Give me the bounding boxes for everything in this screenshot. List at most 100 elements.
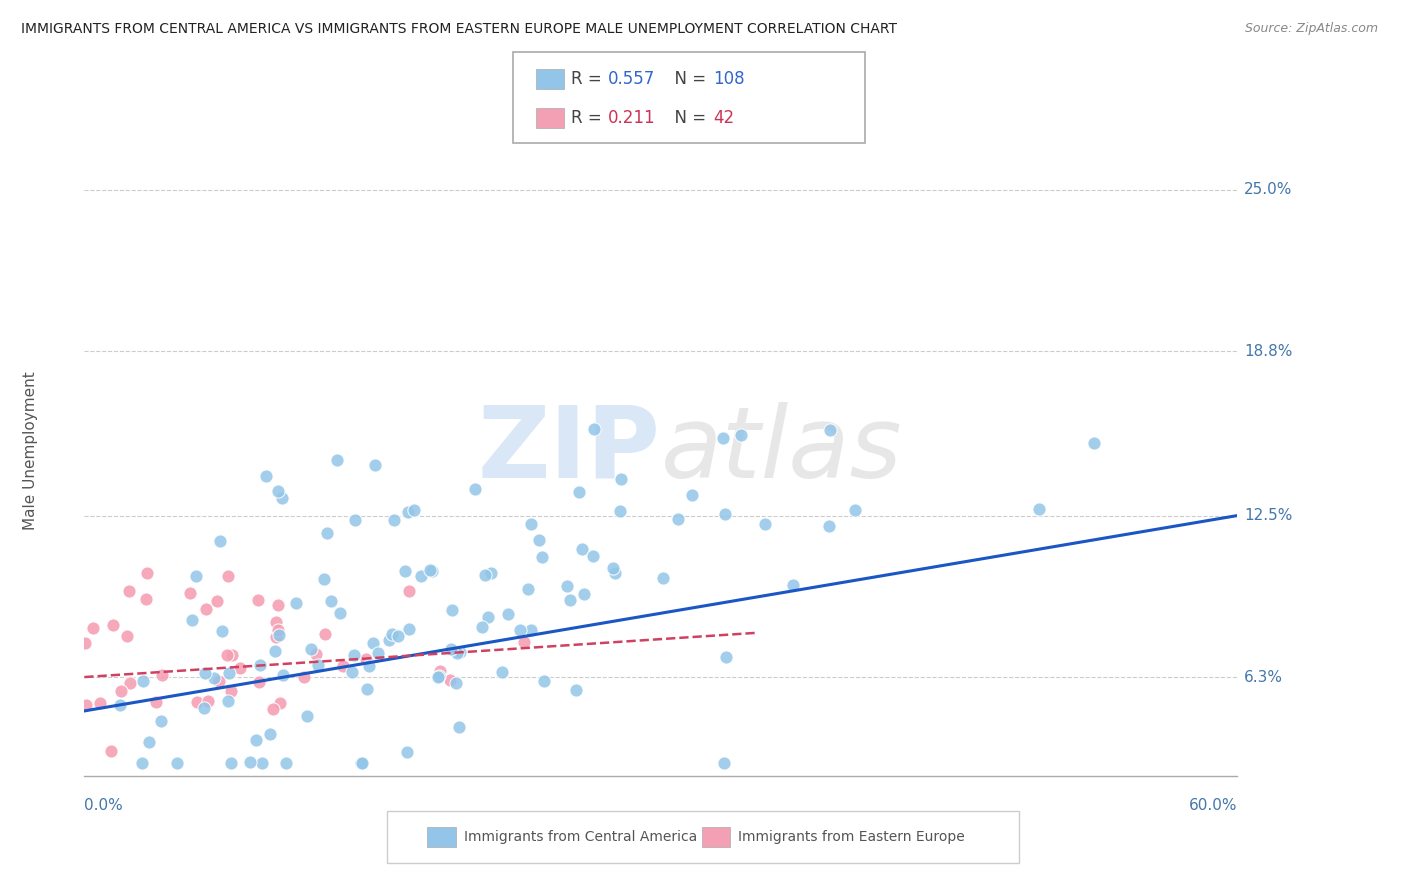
Point: [714, 507, 737, 521]
Point: [100, 744, 122, 758]
Point: [439, 673, 461, 687]
Point: [398, 584, 420, 599]
Text: Male Unemployment: Male Unemployment: [24, 371, 38, 530]
Point: [101, 618, 124, 632]
Point: [117, 584, 139, 599]
Point: [312, 573, 335, 587]
Point: [533, 673, 555, 688]
Text: 0.211: 0.211: [607, 109, 655, 127]
Point: [285, 596, 308, 610]
Point: [509, 624, 531, 638]
Point: [378, 632, 401, 647]
Point: [681, 487, 703, 501]
Point: [440, 642, 463, 657]
Text: Immigrants from Central America: Immigrants from Central America: [464, 830, 697, 844]
Point: [420, 564, 443, 578]
Point: [271, 668, 294, 682]
Point: [394, 564, 416, 578]
Point: [582, 421, 605, 435]
Point: [446, 676, 468, 690]
Point: [194, 666, 217, 681]
Point: [110, 684, 132, 698]
Point: [239, 756, 262, 770]
Point: [75, 698, 97, 713]
Point: [357, 658, 380, 673]
Point: [419, 563, 441, 577]
Point: [350, 756, 373, 770]
Point: [132, 673, 155, 688]
Point: [516, 582, 538, 597]
Point: [150, 714, 173, 728]
Point: [711, 431, 734, 445]
Text: ZIP: ZIP: [478, 402, 661, 499]
Text: N =: N =: [664, 70, 711, 88]
Point: [136, 566, 159, 581]
Point: [267, 483, 290, 498]
Point: [215, 648, 238, 662]
Point: [314, 627, 336, 641]
Point: [211, 624, 233, 638]
Text: R =: R =: [571, 70, 607, 88]
Point: [89, 697, 111, 711]
Point: [572, 587, 595, 601]
Point: [135, 592, 157, 607]
Point: [381, 627, 404, 641]
Point: [329, 606, 352, 620]
Text: 6.3%: 6.3%: [1244, 670, 1284, 684]
Point: [820, 423, 842, 437]
Text: N =: N =: [664, 109, 711, 127]
Point: [217, 694, 239, 708]
Point: [145, 695, 167, 709]
Text: IMMIGRANTS FROM CENTRAL AMERICA VS IMMIGRANTS FROM EASTERN EUROPE MALE UNEMPLOYM: IMMIGRANTS FROM CENTRAL AMERICA VS IMMIG…: [21, 22, 897, 37]
Point: [496, 607, 519, 621]
Point: [316, 525, 339, 540]
Point: [131, 756, 153, 770]
Point: [474, 567, 496, 582]
Text: 42: 42: [713, 109, 734, 127]
Point: [491, 665, 513, 680]
Point: [396, 504, 419, 518]
Point: [218, 569, 240, 583]
Point: [250, 756, 273, 770]
Point: [429, 664, 451, 678]
Point: [219, 756, 242, 770]
Point: [246, 592, 269, 607]
Point: [254, 469, 277, 483]
Point: [398, 622, 420, 636]
Point: [229, 660, 252, 674]
Point: [247, 675, 270, 690]
Point: [295, 709, 318, 723]
Point: [197, 693, 219, 707]
Point: [245, 733, 267, 747]
Point: [427, 670, 450, 684]
Point: [110, 698, 132, 713]
Point: [651, 571, 673, 585]
Point: [477, 610, 499, 624]
Point: [181, 614, 204, 628]
Point: [446, 646, 468, 660]
Point: [530, 549, 553, 564]
Point: [184, 569, 207, 583]
Point: [782, 578, 804, 592]
Point: [844, 503, 866, 517]
Point: [115, 629, 138, 643]
Point: [138, 735, 160, 749]
Point: [299, 642, 322, 657]
Point: [610, 472, 633, 486]
Point: [307, 657, 329, 672]
Point: [754, 517, 776, 532]
Point: [166, 756, 188, 770]
Text: 60.0%: 60.0%: [1189, 798, 1237, 814]
Point: [1083, 436, 1105, 450]
Point: [267, 598, 290, 612]
Text: 12.5%: 12.5%: [1244, 508, 1292, 523]
Point: [568, 485, 591, 500]
Point: [571, 542, 593, 557]
Point: [447, 720, 470, 734]
Point: [332, 658, 354, 673]
Point: [603, 566, 626, 580]
Point: [179, 586, 201, 600]
Point: [269, 696, 291, 710]
Point: [565, 683, 588, 698]
Point: [218, 665, 240, 680]
